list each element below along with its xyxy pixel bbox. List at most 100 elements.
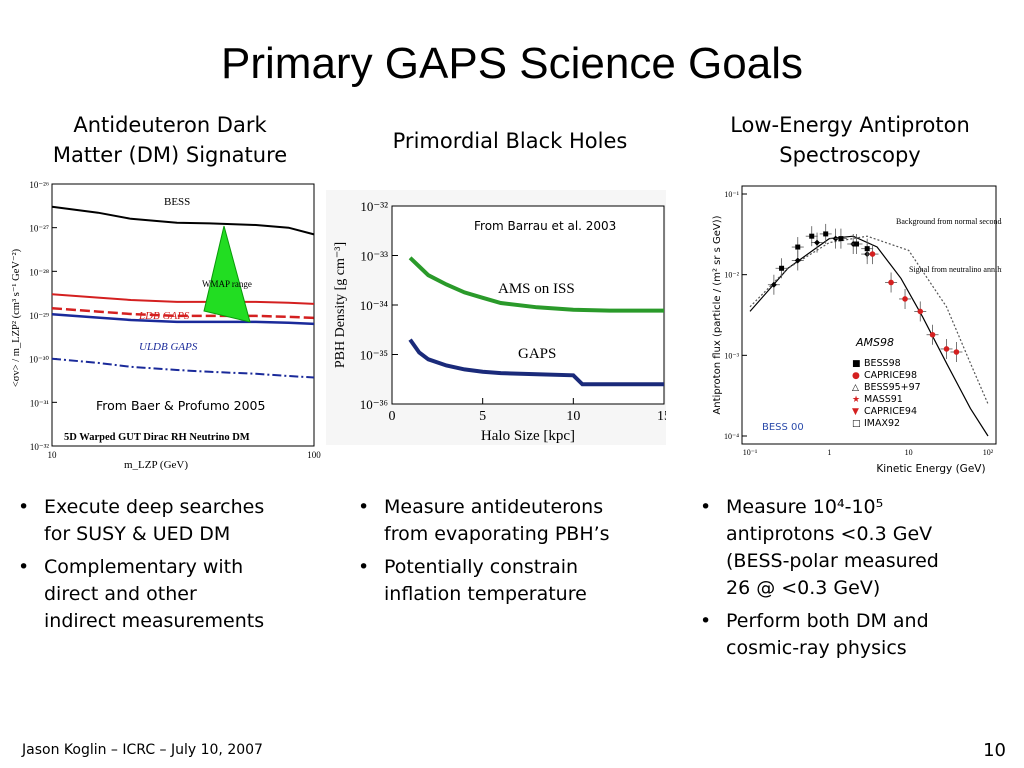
series-line-gaps: [408, 338, 664, 387]
bullet-item: Perform both DM and cosmic-ray physics: [692, 608, 1022, 662]
legend-marker: ▼: [852, 407, 859, 417]
column-heading-pbh: Primordial Black Holes: [340, 126, 680, 156]
y-tick-label: 10⁻³²: [30, 442, 49, 452]
heading-line: Low-Energy Antiproton: [730, 113, 970, 137]
legend-marker: ■: [852, 359, 861, 369]
y-tick-label: 10⁻²⁸: [29, 267, 49, 277]
bullet-line: inflation temperature: [384, 583, 587, 605]
series-label-bess: BESS: [164, 196, 190, 208]
data-point-caprice98: [917, 308, 924, 315]
y-tick-label: 10⁻⁴: [724, 432, 739, 441]
y-tick-label: 10⁻²⁶: [29, 180, 49, 190]
model-annotation: 5D Warped GUT Dirac RH Neutrino DM: [64, 432, 250, 443]
antideuteron-chart: 10⁻²⁶ 10⁻²⁷ 10⁻²⁸ 10⁻²⁹ 10⁻³⁰ 10⁻³¹ 10⁻³² 10 10…: [11, 180, 321, 470]
bullet-line: indirect measurements: [44, 610, 265, 632]
source-note: From Barrau et al. 2003: [474, 219, 616, 233]
y-tick-label: 10⁻³¹: [30, 398, 49, 408]
data-point-caprice98: [902, 296, 908, 302]
heading-line: Matter (DM) Signature: [52, 143, 288, 167]
data-point-caprice98: [888, 279, 894, 286]
data-point-bess98: [779, 265, 785, 271]
bullet-line: Potentially constrain: [384, 556, 579, 578]
x-tick-label: 10: [566, 409, 580, 424]
bullet-line: Measure antideuterons: [384, 496, 604, 518]
x-tick-label: 10²: [983, 448, 994, 457]
legend-marker: △: [852, 383, 859, 393]
ams98-annotation: AMS98: [855, 336, 894, 349]
curve-background: [749, 235, 989, 437]
y-axis-label: Antiproton flux (particle / (m² sr s GeV…: [712, 215, 723, 414]
bullet-item: Potentially constrain inflation temperat…: [350, 554, 680, 608]
x-tick-label: 1: [827, 448, 831, 457]
source-note: From Baer & Profumo 2005: [96, 398, 265, 413]
bullet-line: Measure 10⁴-10⁵: [726, 496, 884, 518]
legend-entry: IMAX92: [864, 418, 900, 429]
legend-marker: ★: [852, 395, 860, 405]
bullet-line: Perform both DM and: [726, 610, 929, 632]
heading-line: Spectroscopy: [779, 143, 921, 167]
legend-entry: CAPRICE94: [864, 406, 917, 417]
bullet-line: Execute deep searches: [44, 496, 265, 518]
series-line-uldb-gaps: [51, 357, 315, 379]
data-point-caprice98: [929, 331, 936, 338]
x-tick-label: 100: [307, 450, 321, 460]
data-point-ams98: [794, 257, 801, 264]
bullet-item: Measure 10⁴-10⁵ antiprotons <0.3 GeV (BE…: [692, 494, 1022, 602]
series-line-ams-on-iss: [408, 256, 664, 313]
data-point-bess98: [853, 241, 859, 247]
column-heading-antideuteron: Antideuteron Dark Matter (DM) Signature: [0, 110, 340, 170]
bullet-item: Complementary with direct and other indi…: [10, 554, 330, 635]
bullet-line: 26 @ <0.3 GeV): [726, 577, 881, 599]
data-point-ams98: [770, 281, 777, 288]
column-heading-antiproton: Low-Energy Antiproton Spectroscopy: [680, 110, 1020, 170]
data-point-bess98: [864, 246, 870, 252]
legend-marker: □: [852, 419, 861, 429]
data-point-caprice98: [869, 251, 876, 257]
data-point-ams98: [814, 239, 821, 246]
pbh-chart: 10⁻³² 10⁻³³ 10⁻³⁴ 10⁻³⁵ 10⁻³⁶ 0 5 10 15 From Ba…: [326, 190, 666, 445]
bullet-line: from evaporating PBH’s: [384, 523, 610, 545]
bullet-line: antiprotons <0.3 GeV: [726, 523, 933, 545]
bullet-line: direct and other: [44, 583, 197, 605]
legend-marker: ●: [852, 371, 860, 381]
background-annotation: Background from normal secondary product…: [896, 217, 1002, 226]
bullet-line: Complementary with: [44, 556, 244, 578]
x-axis-label: Halo Size [kpc]: [481, 428, 575, 444]
y-tick-label: 10⁻³²: [360, 199, 388, 214]
series-label-ldb-gaps: LDB GAPS: [138, 310, 190, 322]
series-line-ldb-gaps: [51, 293, 315, 305]
bullet-item: Measure antideuterons from evaporating P…: [350, 494, 680, 548]
legend-entry: CAPRICE98: [864, 370, 917, 381]
bullet-line: (BESS-polar measured: [726, 550, 939, 572]
bullets-pbh: Measure antideuterons from evaporating P…: [350, 494, 680, 614]
legend-entry: BESS98: [864, 358, 901, 369]
slide-title: Primary GAPS Science Goals: [221, 39, 803, 88]
series-label-ams: AMS on ISS: [498, 281, 575, 297]
x-tick-label: 10⁻¹: [743, 448, 758, 457]
series-line-variant: [51, 312, 315, 326]
antiproton-chart: 10⁻¹ 10⁻² 10⁻³ 10⁻⁴ 10⁻¹ 1 10 10² Background f…: [712, 185, 1002, 475]
y-axis-label: <σv> / m_LZP² (cm³ s⁻¹ GeV⁻²): [11, 248, 22, 387]
series-label-gaps: GAPS: [518, 346, 556, 362]
series-line-variant: [51, 306, 315, 320]
y-tick-label: 10⁻³⁶: [360, 397, 388, 412]
data-point-caprice98: [943, 346, 950, 352]
bullet-line: for SUSY & UED DM: [44, 523, 231, 545]
y-tick-label: 10⁻²⁹: [29, 311, 49, 321]
bullet-item: Execute deep searches for SUSY & UED DM: [10, 494, 330, 548]
y-tick-label: 10⁻³⁴: [360, 298, 389, 313]
x-tick-label: 5: [479, 409, 486, 424]
legend-entry: BESS95+97: [864, 382, 921, 393]
series-line-bess: [51, 205, 315, 236]
bullets-antiproton: Measure 10⁴-10⁵ antiprotons <0.3 GeV (BE…: [692, 494, 1022, 668]
x-axis-label: Kinetic Energy (GeV): [876, 463, 985, 475]
data-point-bess98: [795, 244, 801, 250]
y-axis-label: PBH Density [g cm⁻³]: [333, 242, 348, 368]
heading-line: Antideuteron Dark: [73, 113, 267, 137]
y-tick-label: 10⁻³³: [360, 249, 388, 264]
bullets-antideuteron: Execute deep searches for SUSY & UED DM …: [10, 494, 330, 641]
bullet-line: cosmic-ray physics: [726, 637, 907, 659]
data-point-bess98: [809, 233, 815, 239]
data-point-caprice98: [953, 349, 960, 355]
y-tick-label: 10⁻³⁰: [29, 355, 49, 365]
